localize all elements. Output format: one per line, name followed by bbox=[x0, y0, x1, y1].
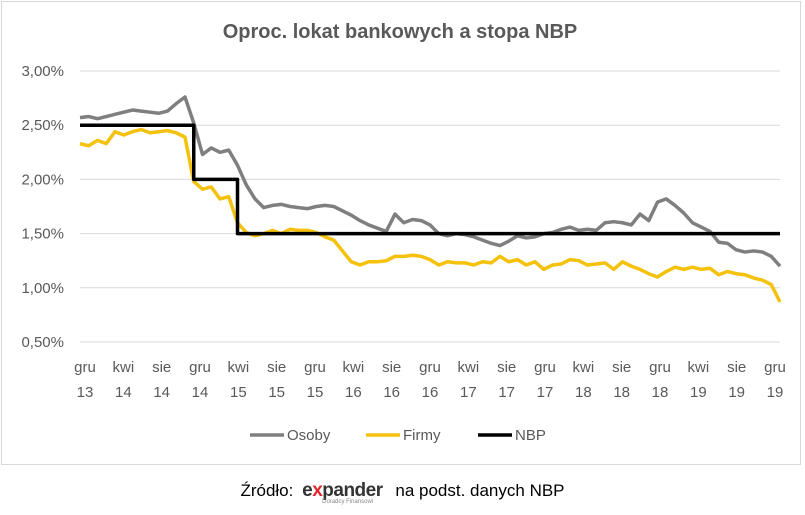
x-tick-label: sie bbox=[267, 359, 286, 376]
x-tick-label: 17 bbox=[460, 384, 477, 401]
x-tick-label: 14 bbox=[153, 384, 170, 401]
x-tick-label: sie bbox=[727, 359, 746, 376]
y-tick-label: 2,50% bbox=[21, 117, 64, 134]
x-tick-label: 18 bbox=[613, 384, 630, 401]
legend-label-nbp: NBP bbox=[515, 427, 546, 444]
x-tick-label: sie bbox=[497, 359, 516, 376]
x-tick-label: gru bbox=[304, 359, 326, 376]
x-tick-label: gru bbox=[189, 359, 211, 376]
x-tick-label: gru bbox=[649, 359, 671, 376]
x-tick-label: kwi bbox=[342, 359, 364, 376]
x-tick-label: 19 bbox=[728, 384, 745, 401]
x-tick-label: 18 bbox=[575, 384, 592, 401]
x-tick-label: 15 bbox=[268, 384, 285, 401]
expander-logo: expander Doradcy Finansowi bbox=[302, 480, 383, 505]
x-axis-ticks: gru 13 kwi 14 sie 14 gru 14 kwi 15 sie 15 gru 15 kwi 16… bbox=[74, 359, 786, 401]
legend-label-osoby: Osoby bbox=[287, 427, 331, 444]
grid-lines bbox=[80, 70, 780, 343]
x-tick-label: gru bbox=[534, 359, 556, 376]
x-tick-label: sie bbox=[152, 359, 171, 376]
x-tick-label: gru bbox=[419, 359, 441, 376]
x-tick-label: gru bbox=[764, 359, 786, 376]
x-tick-label: 15 bbox=[230, 384, 247, 401]
legend-label-firmy: Firmy bbox=[403, 427, 441, 444]
x-tick-label: kwi bbox=[687, 359, 709, 376]
y-tick-label: 1,00% bbox=[21, 280, 64, 297]
x-tick-label: kwi bbox=[572, 359, 594, 376]
y-axis-ticks: 0,50% 1,00% 1,50% 2,00% 2,50% 3,00% bbox=[21, 63, 64, 351]
legend: Osoby Firmy NBP bbox=[250, 427, 546, 444]
x-tick-label: 19 bbox=[690, 384, 707, 401]
y-tick-label: 0,50% bbox=[21, 334, 64, 351]
logo-subtitle: Doradcy Finansowi bbox=[322, 499, 374, 505]
x-tick-label: sie bbox=[612, 359, 631, 376]
y-tick-label: 2,00% bbox=[21, 171, 64, 188]
series-line-osoby bbox=[79, 95, 782, 268]
x-tick-label: 14 bbox=[192, 384, 209, 401]
chart-title: Oproc. lokat bankowych a stopa NBP bbox=[223, 21, 578, 43]
x-tick-label: 18 bbox=[652, 384, 669, 401]
y-tick-label: 3,00% bbox=[21, 63, 64, 80]
x-tick-label: 15 bbox=[307, 384, 324, 401]
y-tick-label: 1,50% bbox=[21, 226, 64, 243]
source-note: Źródło: expander Doradcy Finansowi na po… bbox=[0, 480, 805, 505]
x-tick-label: kwi bbox=[112, 359, 134, 376]
x-tick-label: 19 bbox=[767, 384, 784, 401]
x-tick-label: 16 bbox=[383, 384, 400, 401]
x-tick-label: 16 bbox=[422, 384, 439, 401]
x-tick-label: kwi bbox=[457, 359, 479, 376]
x-tick-label: 13 bbox=[77, 384, 94, 401]
x-tick-label: 14 bbox=[115, 384, 132, 401]
x-tick-label: kwi bbox=[227, 359, 249, 376]
x-tick-label: gru bbox=[74, 359, 96, 376]
line-chart: Oproc. lokat bankowych a stopa NBP 0,50%… bbox=[21, 21, 786, 444]
x-tick-label: sie bbox=[382, 359, 401, 376]
x-tick-label: 16 bbox=[345, 384, 362, 401]
source-suffix: na podst. danych NBP bbox=[395, 481, 565, 501]
series-line-nbp bbox=[80, 123, 780, 236]
series-lines bbox=[79, 95, 782, 303]
x-tick-label: 17 bbox=[537, 384, 554, 401]
series-line-firmy bbox=[79, 127, 782, 303]
source-prefix: Źródło: bbox=[240, 481, 294, 501]
x-tick-label: 17 bbox=[498, 384, 515, 401]
